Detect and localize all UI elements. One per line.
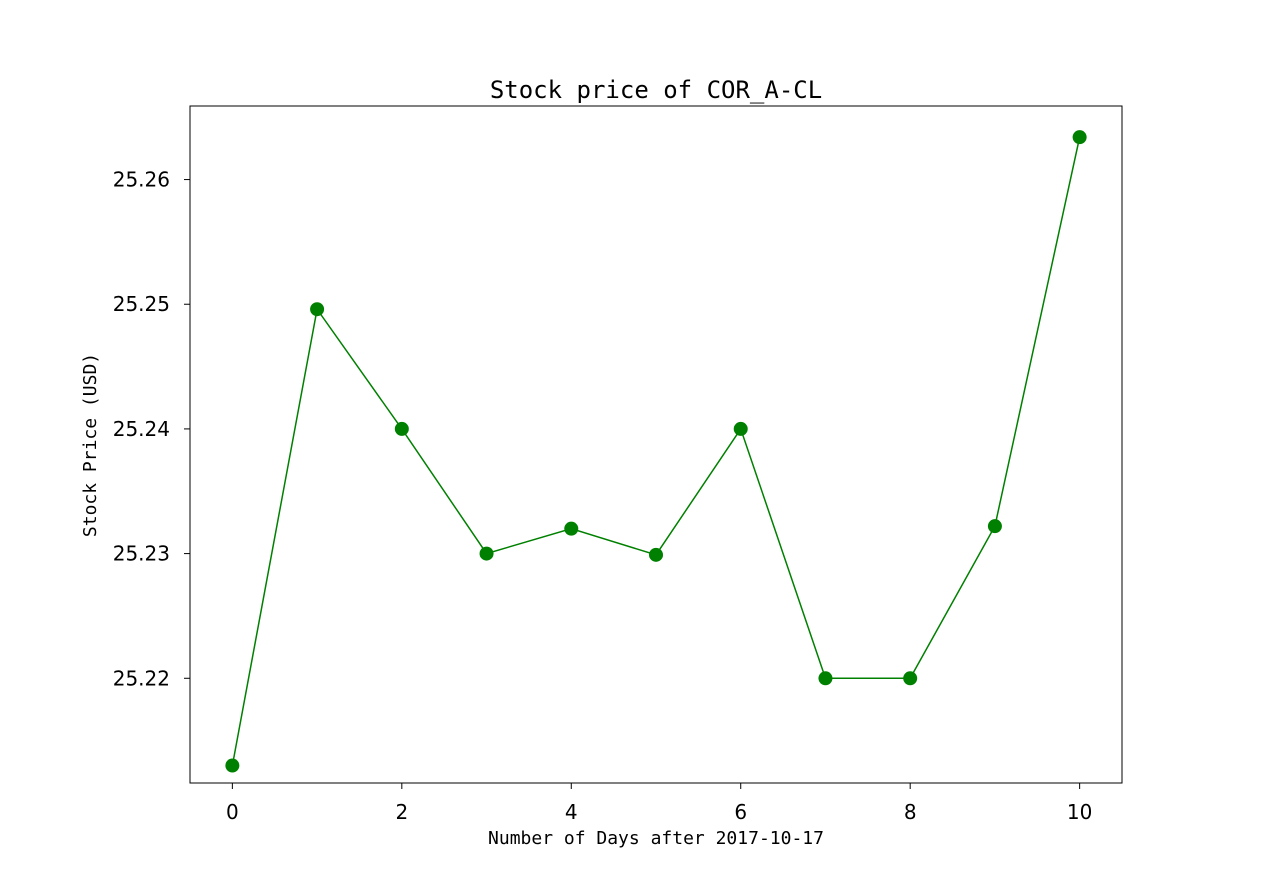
x-axis: 0 2 4 6 8 10 — [226, 783, 1092, 824]
chart-title: Stock price of COR_A-CL — [490, 76, 822, 104]
plot-points — [225, 130, 1087, 773]
data-point — [225, 758, 240, 773]
y-tick-label: 25.26 — [113, 168, 170, 192]
x-axis-label: Number of Days after 2017-10-17 — [488, 828, 824, 849]
data-point — [649, 547, 663, 562]
y-tick-label: 25.24 — [113, 417, 170, 441]
y-axis: 25.22 25.23 25.24 25.25 25.26 — [113, 168, 190, 690]
data-point — [1072, 130, 1087, 145]
data-point — [987, 519, 1002, 534]
data-point — [733, 421, 748, 436]
x-tick-label: 0 — [226, 800, 239, 824]
x-tick-label: 6 — [734, 800, 747, 824]
data-point — [310, 302, 325, 317]
data-point — [479, 546, 494, 561]
x-tick-label: 10 — [1067, 800, 1092, 824]
plot-frame — [189, 105, 1123, 784]
data-point — [903, 671, 918, 686]
y-tick-label: 25.25 — [113, 292, 170, 316]
data-point — [818, 671, 833, 686]
y-tick-label: 25.22 — [113, 666, 170, 690]
y-tick-label: 25.23 — [113, 542, 170, 566]
x-tick-label: 4 — [565, 800, 578, 824]
y-axis-label: Stock Price (USD) — [80, 353, 101, 537]
x-tick-label: 8 — [904, 800, 917, 824]
data-point — [394, 421, 409, 436]
data-point — [564, 521, 579, 536]
x-tick-label: 2 — [395, 800, 408, 824]
